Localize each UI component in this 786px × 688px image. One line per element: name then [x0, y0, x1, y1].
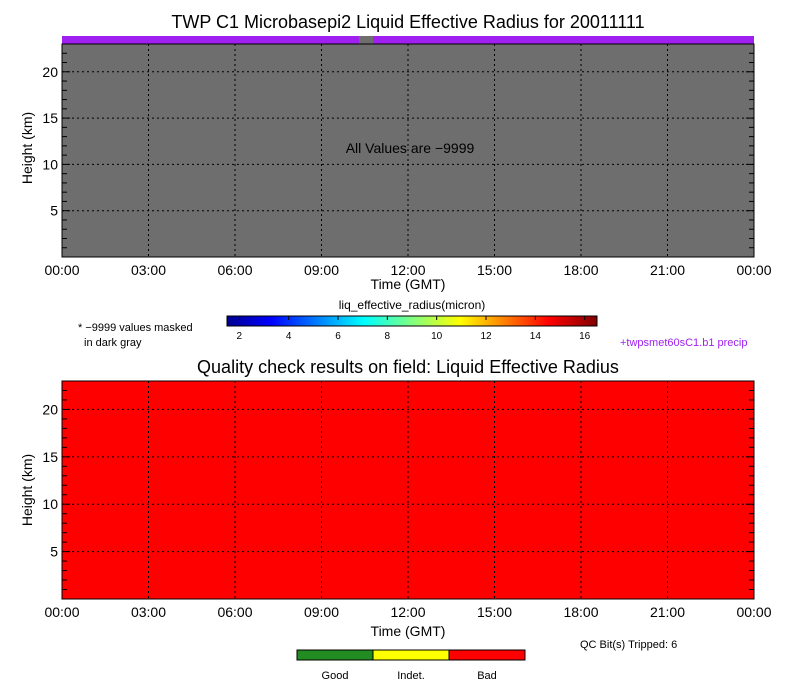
plot-frame: [61, 43, 755, 258]
qc-legend: Good Indet. Bad: [296, 649, 526, 682]
qc-legend-swatch-indet: [372, 649, 450, 661]
plot1-title: TWP C1 Microbasepi2 Liquid Effective Rad…: [171, 12, 644, 32]
colorbar-tick-label: 4: [286, 331, 292, 342]
x-tick-label: 21:00: [650, 262, 685, 278]
y-tick-label: 5: [50, 203, 58, 219]
x-tick-label: 18:00: [563, 262, 598, 278]
plot2: 00:00 03:00 06:00 09:00 12:00 15:00 18:00 21:00…: [42, 380, 772, 620]
plot1: 00:00 03:00 06:00 09:00 12:00 15:00 18:00 21:00…: [42, 36, 772, 278]
x-tick-label: 15:00: [477, 262, 512, 278]
mask-note-line2: in dark gray: [84, 337, 142, 349]
precip-gap: [358, 36, 374, 44]
mask-note-line1: * −9999 values masked: [78, 322, 193, 334]
plot1-xlabel: Time (GMT): [371, 276, 446, 292]
qc-legend-label: Bad: [477, 670, 497, 682]
precip-label: +twpsmet60sC1.b1 precip: [620, 337, 747, 349]
y-tick-label: 5: [50, 544, 58, 560]
colorbar-tick-label: 16: [579, 331, 591, 342]
x-tick-label: 12:00: [390, 262, 425, 278]
qc-bits-text: QC Bit(s) Tripped: 6: [580, 639, 677, 651]
colorbar-tick-label: 2: [237, 331, 243, 342]
colorbar-tick-label: 6: [335, 331, 341, 342]
x-tick-label: 03:00: [131, 262, 166, 278]
qc-legend-swatch-bad: [448, 649, 526, 661]
plot2-xlabel: Time (GMT): [371, 623, 446, 639]
colorbar: [226, 315, 598, 327]
x-tick-label: 00:00: [736, 262, 771, 278]
y-tick-label: 10: [42, 496, 58, 512]
colorbar-label: liq_effective_radius(micron): [339, 298, 486, 312]
qc-legend-label: Good: [322, 670, 349, 682]
y-tick-label: 10: [42, 156, 58, 172]
y-tick-label: 15: [42, 110, 58, 126]
plot1-annotation: All Values are −9999: [346, 140, 475, 156]
x-tick-label: 09:00: [304, 604, 339, 620]
x-tick-label: 00:00: [44, 262, 79, 278]
x-tick-label: 03:00: [131, 604, 166, 620]
x-tick-label: 00:00: [736, 604, 771, 620]
plot2-title: Quality check results on field: Liquid E…: [197, 357, 619, 377]
x-tick-label: 06:00: [217, 262, 252, 278]
y-tick-label: 15: [42, 449, 58, 465]
colorbar-ticks: 2 4 6 8 10 12 14 16: [237, 316, 591, 342]
plot-frame: [61, 380, 755, 600]
x-tick-label: 06:00: [217, 604, 252, 620]
y-tick-label: 20: [42, 401, 58, 417]
x-tick-label: 00:00: [44, 604, 79, 620]
x-tick-label: 12:00: [390, 604, 425, 620]
x-tick-label: 18:00: [563, 604, 598, 620]
colorbar-tick-label: 8: [385, 331, 391, 342]
colorbar-tick-label: 12: [480, 331, 492, 342]
precip-bar: [62, 36, 754, 44]
colorbar-tick-label: 14: [530, 331, 542, 342]
x-tick-label: 15:00: [477, 604, 512, 620]
qc-legend-label: Indet.: [397, 670, 425, 682]
x-tick-label: 21:00: [650, 604, 685, 620]
colorbar-tick-label: 10: [431, 331, 443, 342]
plot2-ylabel: Height (km): [19, 454, 35, 526]
plot1-ylabel: Height (km): [19, 112, 35, 184]
x-tick-label: 09:00: [304, 262, 339, 278]
y-tick-label: 20: [42, 64, 58, 80]
qc-legend-swatch-good: [296, 649, 374, 661]
